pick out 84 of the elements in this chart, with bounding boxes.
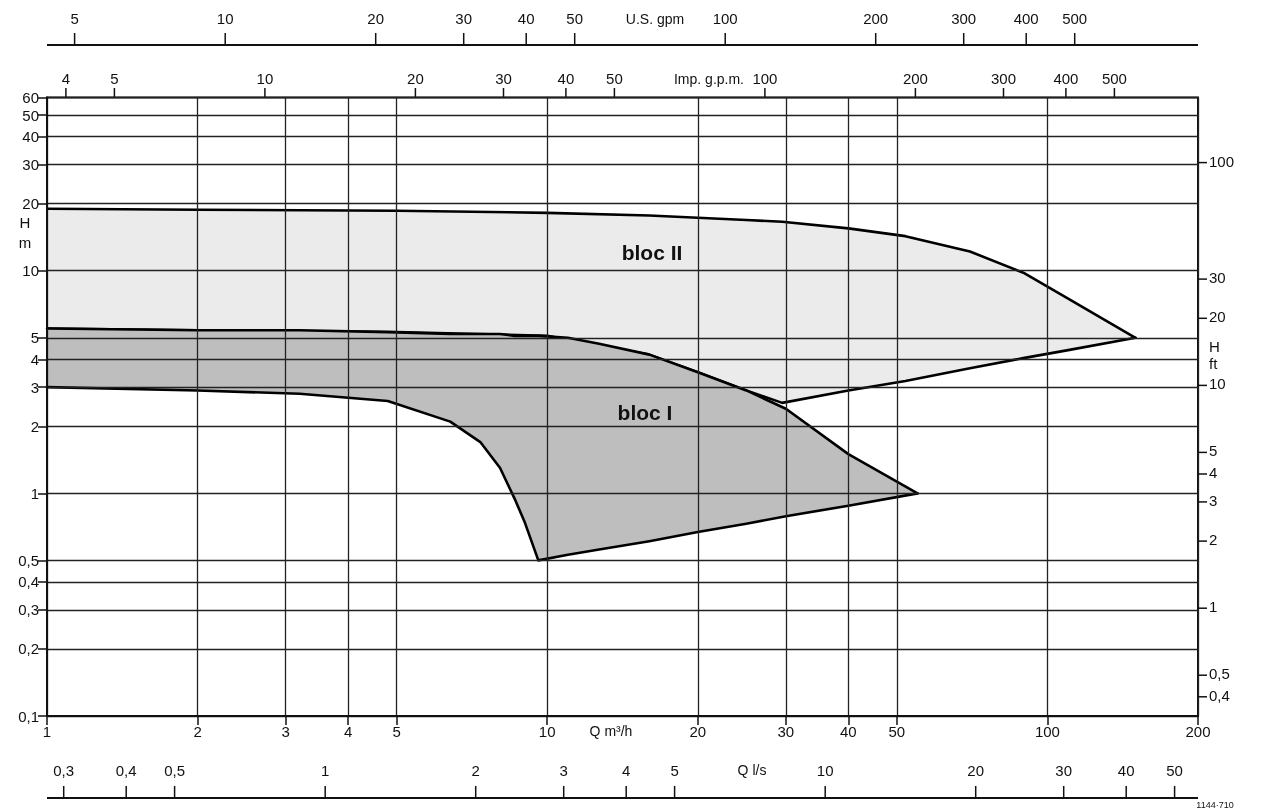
text: 100: [752, 69, 778, 87]
y-tick-label: 20: [22, 195, 39, 213]
text: 10: [1209, 375, 1226, 393]
text: 0,3: [53, 761, 75, 779]
y-tick-label: 30: [22, 156, 39, 174]
x-tick-label: 2: [193, 723, 202, 740]
text: 10: [216, 9, 234, 27]
text: 0,5: [164, 761, 186, 779]
x-tick-label: 50: [888, 723, 906, 740]
text: 50: [606, 69, 623, 87]
text: 100: [712, 9, 738, 27]
y-tick-label: 0,4: [18, 573, 39, 591]
text: 40: [1117, 761, 1135, 779]
text: 4: [61, 69, 71, 87]
y-tick-label: 0,1: [18, 707, 39, 725]
y-tick-label: 0,3: [18, 601, 39, 619]
text: 30: [495, 69, 512, 87]
text: 30: [1209, 269, 1226, 287]
text: 200: [863, 9, 889, 27]
text: Q l/s: [737, 761, 767, 778]
x-tick-label: 100: [1034, 723, 1060, 740]
text: 20: [1209, 308, 1226, 326]
text: 20: [367, 9, 385, 27]
text: 500: [1062, 9, 1088, 27]
text: 1144·710: [1196, 800, 1234, 810]
text: 50: [1166, 761, 1183, 779]
y-tick-label: 5: [30, 329, 39, 347]
x-tick-label: 4: [343, 723, 353, 740]
text: 5: [70, 9, 79, 27]
text: 3: [1209, 491, 1218, 509]
y-tick-label: 1: [30, 484, 39, 502]
text: 400: [1013, 9, 1039, 27]
annotation: bloc II: [621, 240, 683, 264]
text: 30: [1055, 761, 1073, 779]
text: 20: [967, 761, 985, 779]
text: 40: [557, 69, 575, 87]
text: 200: [902, 69, 928, 87]
text: 40: [517, 9, 535, 27]
x-tick-label: 30: [777, 723, 795, 740]
x-tick-label: 200: [1185, 723, 1211, 740]
y-tick-label: 3: [30, 378, 39, 396]
text: 300: [951, 9, 977, 27]
x-tick-label: 40: [840, 723, 857, 740]
text: 0,4: [115, 761, 137, 779]
text: 1: [321, 761, 330, 779]
x-tick-label: 10: [538, 723, 556, 740]
text: 10: [816, 761, 834, 779]
text: U.S. gpm: [625, 10, 685, 27]
text: 0,4: [1209, 686, 1230, 704]
text: 4: [1209, 463, 1218, 481]
text: 50: [566, 9, 584, 27]
x-tick-label: 20: [689, 723, 707, 740]
y-tick-label: 0,5: [18, 551, 39, 569]
text: 20: [407, 69, 424, 87]
x-axis-title: Q m³/h: [589, 723, 633, 739]
text: 4: [622, 761, 631, 779]
x-tick-label: 1: [42, 723, 52, 740]
x-tick-label: 3: [281, 723, 290, 740]
text: 100: [1209, 152, 1235, 170]
text: 5: [670, 761, 679, 779]
y-tick-label: 40: [22, 128, 39, 146]
text: 30: [455, 9, 473, 27]
y-tick-label: 4: [30, 350, 39, 368]
text: Imp. g.p.m.: [673, 70, 745, 87]
y-tick-label: 10: [22, 262, 39, 280]
text: 5: [1209, 442, 1218, 460]
text: 3: [559, 761, 568, 779]
text: 500: [1101, 69, 1127, 87]
y-tick-label: 50: [22, 106, 39, 124]
text: 300: [990, 69, 1017, 87]
y-axis-title: H m: [18, 213, 32, 251]
text: 10: [256, 69, 274, 87]
text: 2: [471, 761, 480, 779]
text: 2: [1209, 531, 1218, 549]
annotation: bloc I: [617, 400, 673, 424]
y-tick-label: 0,2: [18, 640, 39, 658]
text: 5: [110, 69, 119, 87]
text: 1: [1209, 598, 1218, 616]
x-tick-label: 5: [392, 723, 401, 740]
y-tick-label: 60: [22, 89, 39, 106]
text: H ft: [1209, 338, 1220, 372]
y-tick-label: 2: [30, 417, 39, 435]
text: 400: [1053, 69, 1079, 87]
text: 0,5: [1209, 665, 1230, 683]
